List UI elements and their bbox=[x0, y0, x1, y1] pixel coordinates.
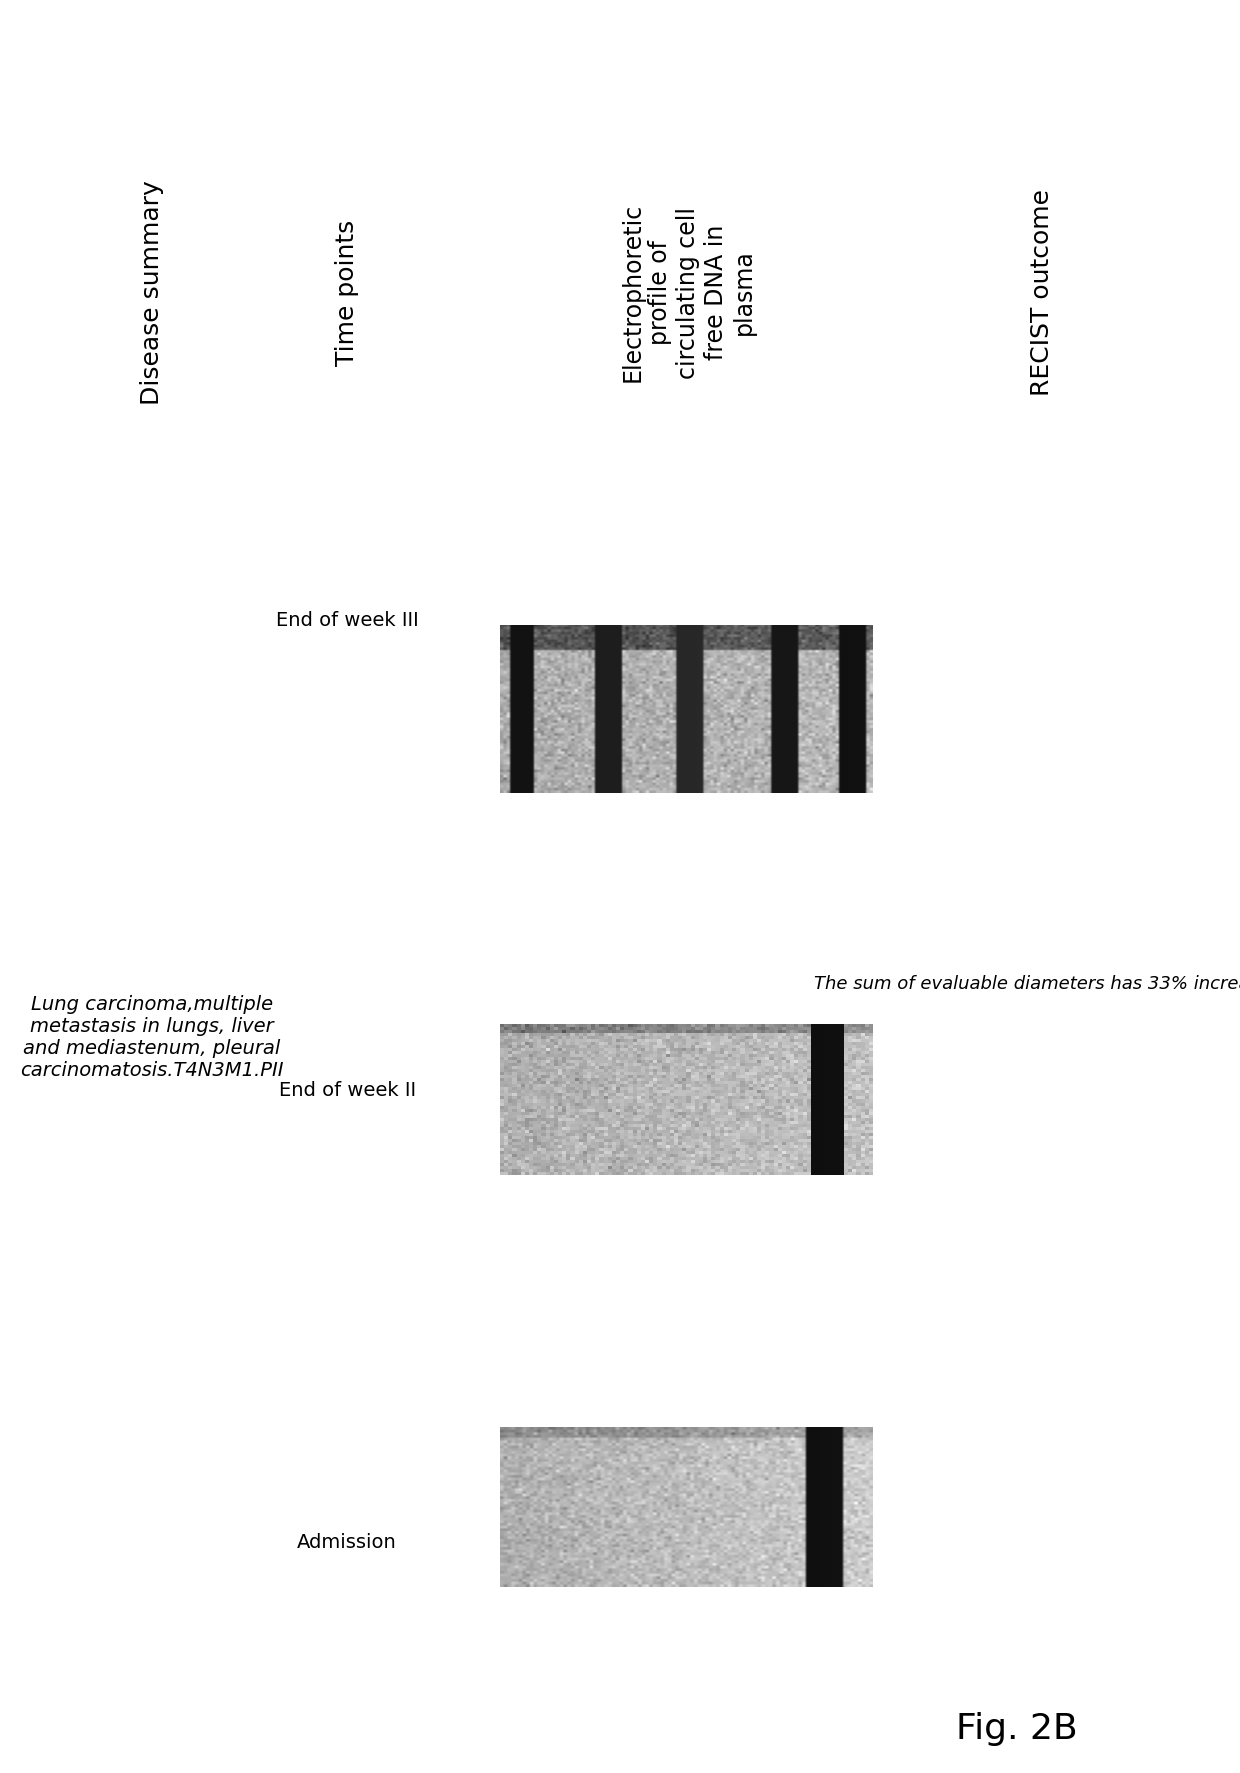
Text: The sum of evaluable diameters has 33% increase: The sum of evaluable diameters has 33% i… bbox=[813, 975, 1240, 993]
Text: End of week II: End of week II bbox=[279, 1082, 415, 1099]
Text: RECIST outcome: RECIST outcome bbox=[1029, 190, 1054, 395]
Text: Lung carcinoma,multiple metastasis in lungs, liver
and mediastenum, pleural
carc: Lung carcinoma,multiple metastasis in lu… bbox=[20, 995, 284, 1080]
Text: Electrophoretic
profile of
circulating cell
free DNA in
plasma: Electrophoretic profile of circulating c… bbox=[620, 202, 756, 383]
Text: Time points: Time points bbox=[335, 220, 360, 365]
Text: Admission: Admission bbox=[298, 1534, 397, 1551]
Text: Disease summary: Disease summary bbox=[140, 181, 164, 404]
Text: Fig. 2B: Fig. 2B bbox=[956, 1711, 1078, 1746]
Text: End of week III: End of week III bbox=[275, 612, 419, 629]
